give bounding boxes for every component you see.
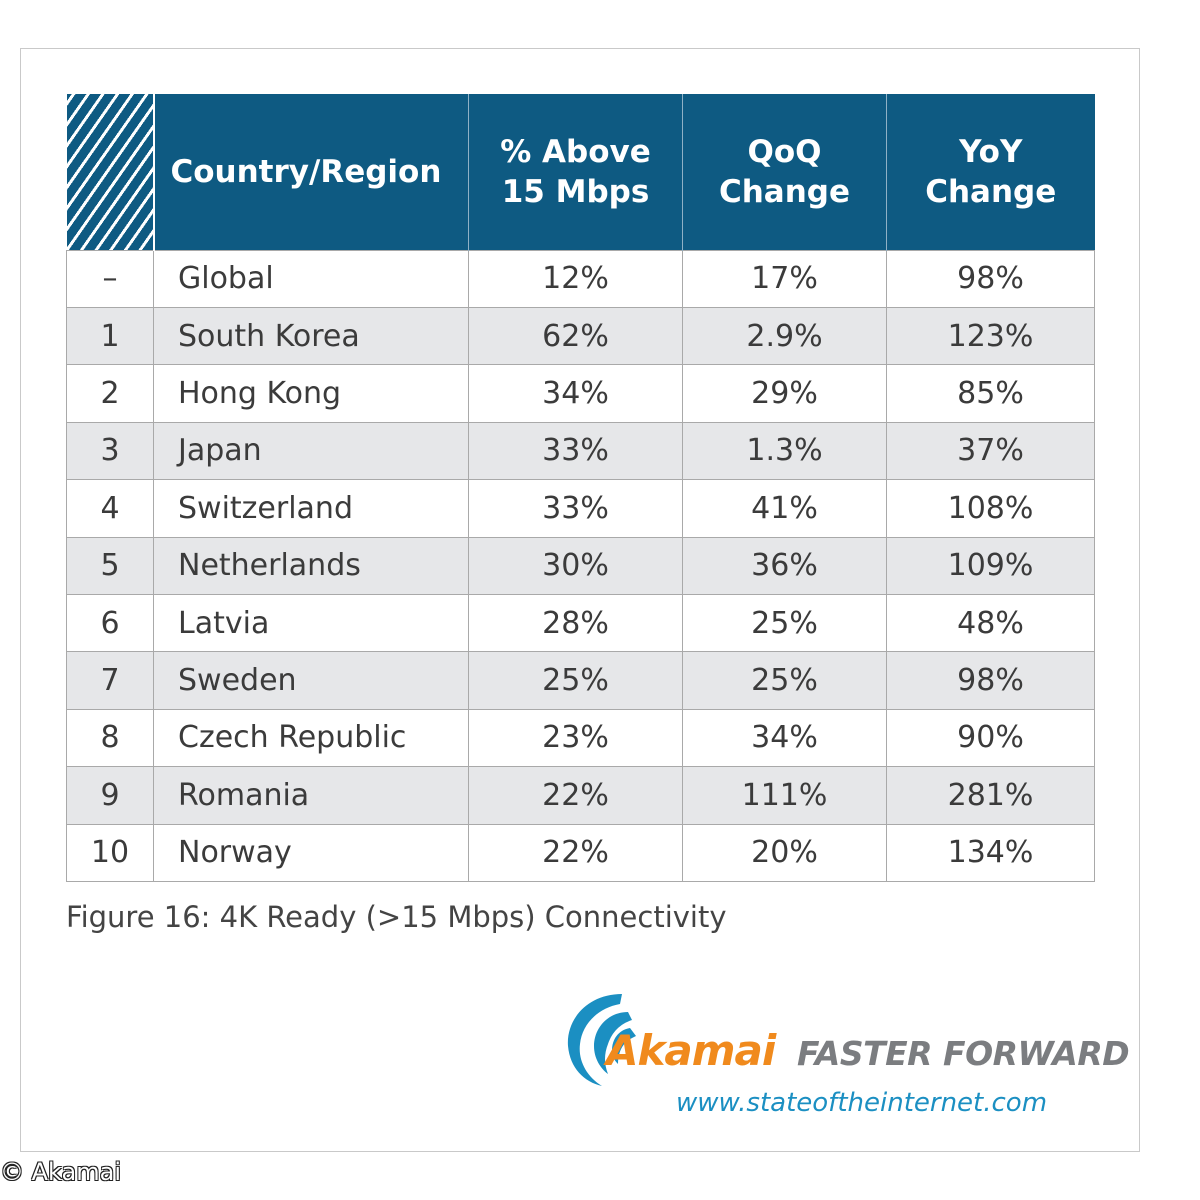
qoq-change-cell: 36%: [682, 536, 887, 595]
yoy-change-cell: 123%: [886, 306, 1095, 366]
above-15-mbps-cell: 28%: [468, 593, 683, 653]
qoq-change-cell: 34%: [682, 708, 887, 768]
qoq-change-cell: 17%: [682, 249, 887, 308]
country-cell: Netherlands: [153, 536, 469, 595]
rank-cell: –: [66, 249, 154, 308]
country-cell: Latvia: [153, 593, 469, 653]
qoq-change-cell: 41%: [682, 479, 887, 538]
rank-cell: 3: [66, 421, 154, 481]
yoy-change-cell: 90%: [886, 708, 1095, 768]
brand-tagline: FASTER FORWARD: [797, 1034, 1130, 1073]
qoq-change-cell: 1.3%: [682, 421, 887, 481]
yoy-change-cell: 85%: [886, 364, 1095, 423]
above-15-mbps-cell: 23%: [468, 708, 683, 768]
country-cell: South Korea: [153, 306, 469, 366]
header-qoq-change: QoQ Change: [682, 94, 887, 250]
country-cell: Romania: [153, 766, 469, 825]
rank-cell: 1: [66, 306, 154, 366]
above-15-mbps-cell: 22%: [468, 766, 683, 825]
table-row: 1 South Korea 62% 2.9% 123%: [66, 306, 1095, 366]
above-15-mbps-cell: 30%: [468, 536, 683, 595]
rank-cell: 9: [66, 766, 154, 825]
above-15-mbps-cell: 33%: [468, 479, 683, 538]
qoq-change-cell: 25%: [682, 651, 887, 710]
table-row: – Global 12% 17% 98%: [66, 249, 1095, 308]
rank-cell: 7: [66, 651, 154, 710]
table-row: 7 Sweden 25% 25% 98%: [66, 651, 1095, 710]
rank-cell: 6: [66, 593, 154, 653]
qoq-change-cell: 2.9%: [682, 306, 887, 366]
header-country-region: Country/Region: [153, 94, 469, 250]
country-cell: Global: [153, 249, 469, 308]
copyright-notice: © Akamai: [0, 1158, 121, 1186]
yoy-change-cell: 109%: [886, 536, 1095, 595]
country-cell: Norway: [153, 823, 469, 883]
qoq-change-cell: 111%: [682, 766, 887, 825]
country-cell: Czech Republic: [153, 708, 469, 768]
table-row: 6 Latvia 28% 25% 48%: [66, 593, 1095, 653]
yoy-change-cell: 48%: [886, 593, 1095, 653]
yoy-change-cell: 37%: [886, 421, 1095, 481]
yoy-change-cell: 98%: [886, 651, 1095, 710]
country-cell: Hong Kong: [153, 364, 469, 423]
rank-cell: 5: [66, 536, 154, 595]
qoq-change-cell: 20%: [682, 823, 887, 883]
country-cell: Switzerland: [153, 479, 469, 538]
akamai-wordmark: Akamai: [606, 1026, 776, 1075]
rank-cell: 8: [66, 708, 154, 768]
akamai-swoosh-icon: [567, 994, 636, 1086]
yoy-change-cell: 281%: [886, 766, 1095, 825]
qoq-change-cell: 25%: [682, 593, 887, 653]
table-row: 10 Norway 22% 20% 134%: [66, 823, 1095, 883]
figure-frame: [20, 48, 1140, 1152]
above-15-mbps-cell: 12%: [468, 249, 683, 308]
country-cell: Japan: [153, 421, 469, 481]
yoy-change-cell: 134%: [886, 823, 1095, 883]
table-row: 9 Romania 22% 111% 281%: [66, 766, 1095, 825]
table-body: – Global 12% 17% 98% 1 South Korea 62% 2.9% 123% 2…: [66, 249, 1095, 883]
header-above-15-mbps: % Above 15 Mbps: [468, 94, 683, 250]
country-cell: Sweden: [153, 651, 469, 710]
qoq-change-cell: 29%: [682, 364, 887, 423]
connectivity-table: Country/Region % Above 15 Mbps QoQ Chang…: [66, 94, 1095, 883]
yoy-change-cell: 108%: [886, 479, 1095, 538]
rank-cell: 4: [66, 479, 154, 538]
figure-caption: Figure 16: 4K Ready (>15 Mbps) Connectiv…: [66, 900, 727, 934]
above-15-mbps-cell: 22%: [468, 823, 683, 883]
table-row: 3 Japan 33% 1.3% 37%: [66, 421, 1095, 481]
header-yoy-change: YoY Change: [886, 94, 1095, 250]
table-row: 4 Switzerland 33% 41% 108%: [66, 479, 1095, 538]
above-15-mbps-cell: 33%: [468, 421, 683, 481]
rank-cell: 2: [66, 364, 154, 423]
yoy-change-cell: 98%: [886, 249, 1095, 308]
brand-url: www.stateoftheinternet.com: [676, 1088, 1048, 1118]
above-15-mbps-cell: 62%: [468, 306, 683, 366]
rank-cell: 10: [66, 823, 154, 883]
table-row: 8 Czech Republic 23% 34% 90%: [66, 708, 1095, 768]
above-15-mbps-cell: 34%: [468, 364, 683, 423]
table-row: 2 Hong Kong 34% 29% 85%: [66, 364, 1095, 423]
header-hatch-decoration: [66, 94, 155, 250]
table-header-row: Country/Region % Above 15 Mbps QoQ Chang…: [66, 94, 1095, 250]
above-15-mbps-cell: 25%: [468, 651, 683, 710]
table-row: 5 Netherlands 30% 36% 109%: [66, 536, 1095, 595]
